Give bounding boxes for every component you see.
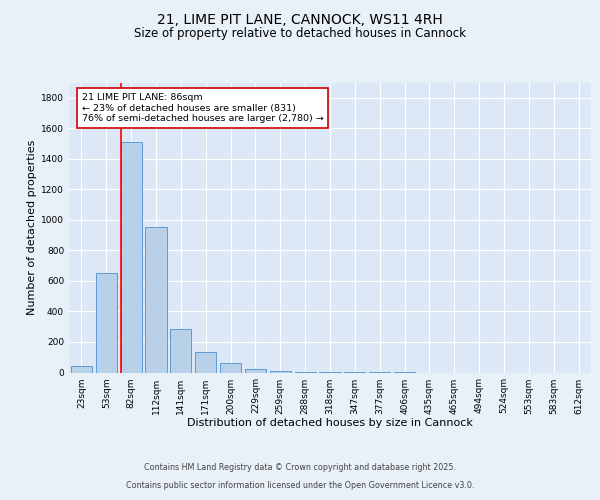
Text: 21, LIME PIT LANE, CANNOCK, WS11 4RH: 21, LIME PIT LANE, CANNOCK, WS11 4RH	[157, 12, 443, 26]
Text: Contains public sector information licensed under the Open Government Licence v3: Contains public sector information licen…	[126, 481, 474, 490]
Bar	[220, 364, 241, 372]
Bar	[121, 142, 142, 372]
Bar	[145, 226, 167, 372]
Bar	[170, 329, 191, 372]
Text: Contains HM Land Registry data © Crown copyright and database right 2025.: Contains HM Land Registry data © Crown c…	[144, 464, 456, 472]
Bar	[195, 352, 216, 372]
Text: 21 LIME PIT LANE: 86sqm
← 23% of detached houses are smaller (831)
76% of semi-d: 21 LIME PIT LANE: 86sqm ← 23% of detache…	[82, 93, 323, 123]
Bar	[96, 274, 117, 372]
Y-axis label: Number of detached properties: Number of detached properties	[27, 140, 37, 315]
Bar	[71, 366, 92, 372]
Bar	[245, 370, 266, 372]
Text: Size of property relative to detached houses in Cannock: Size of property relative to detached ho…	[134, 28, 466, 40]
X-axis label: Distribution of detached houses by size in Cannock: Distribution of detached houses by size …	[187, 418, 473, 428]
